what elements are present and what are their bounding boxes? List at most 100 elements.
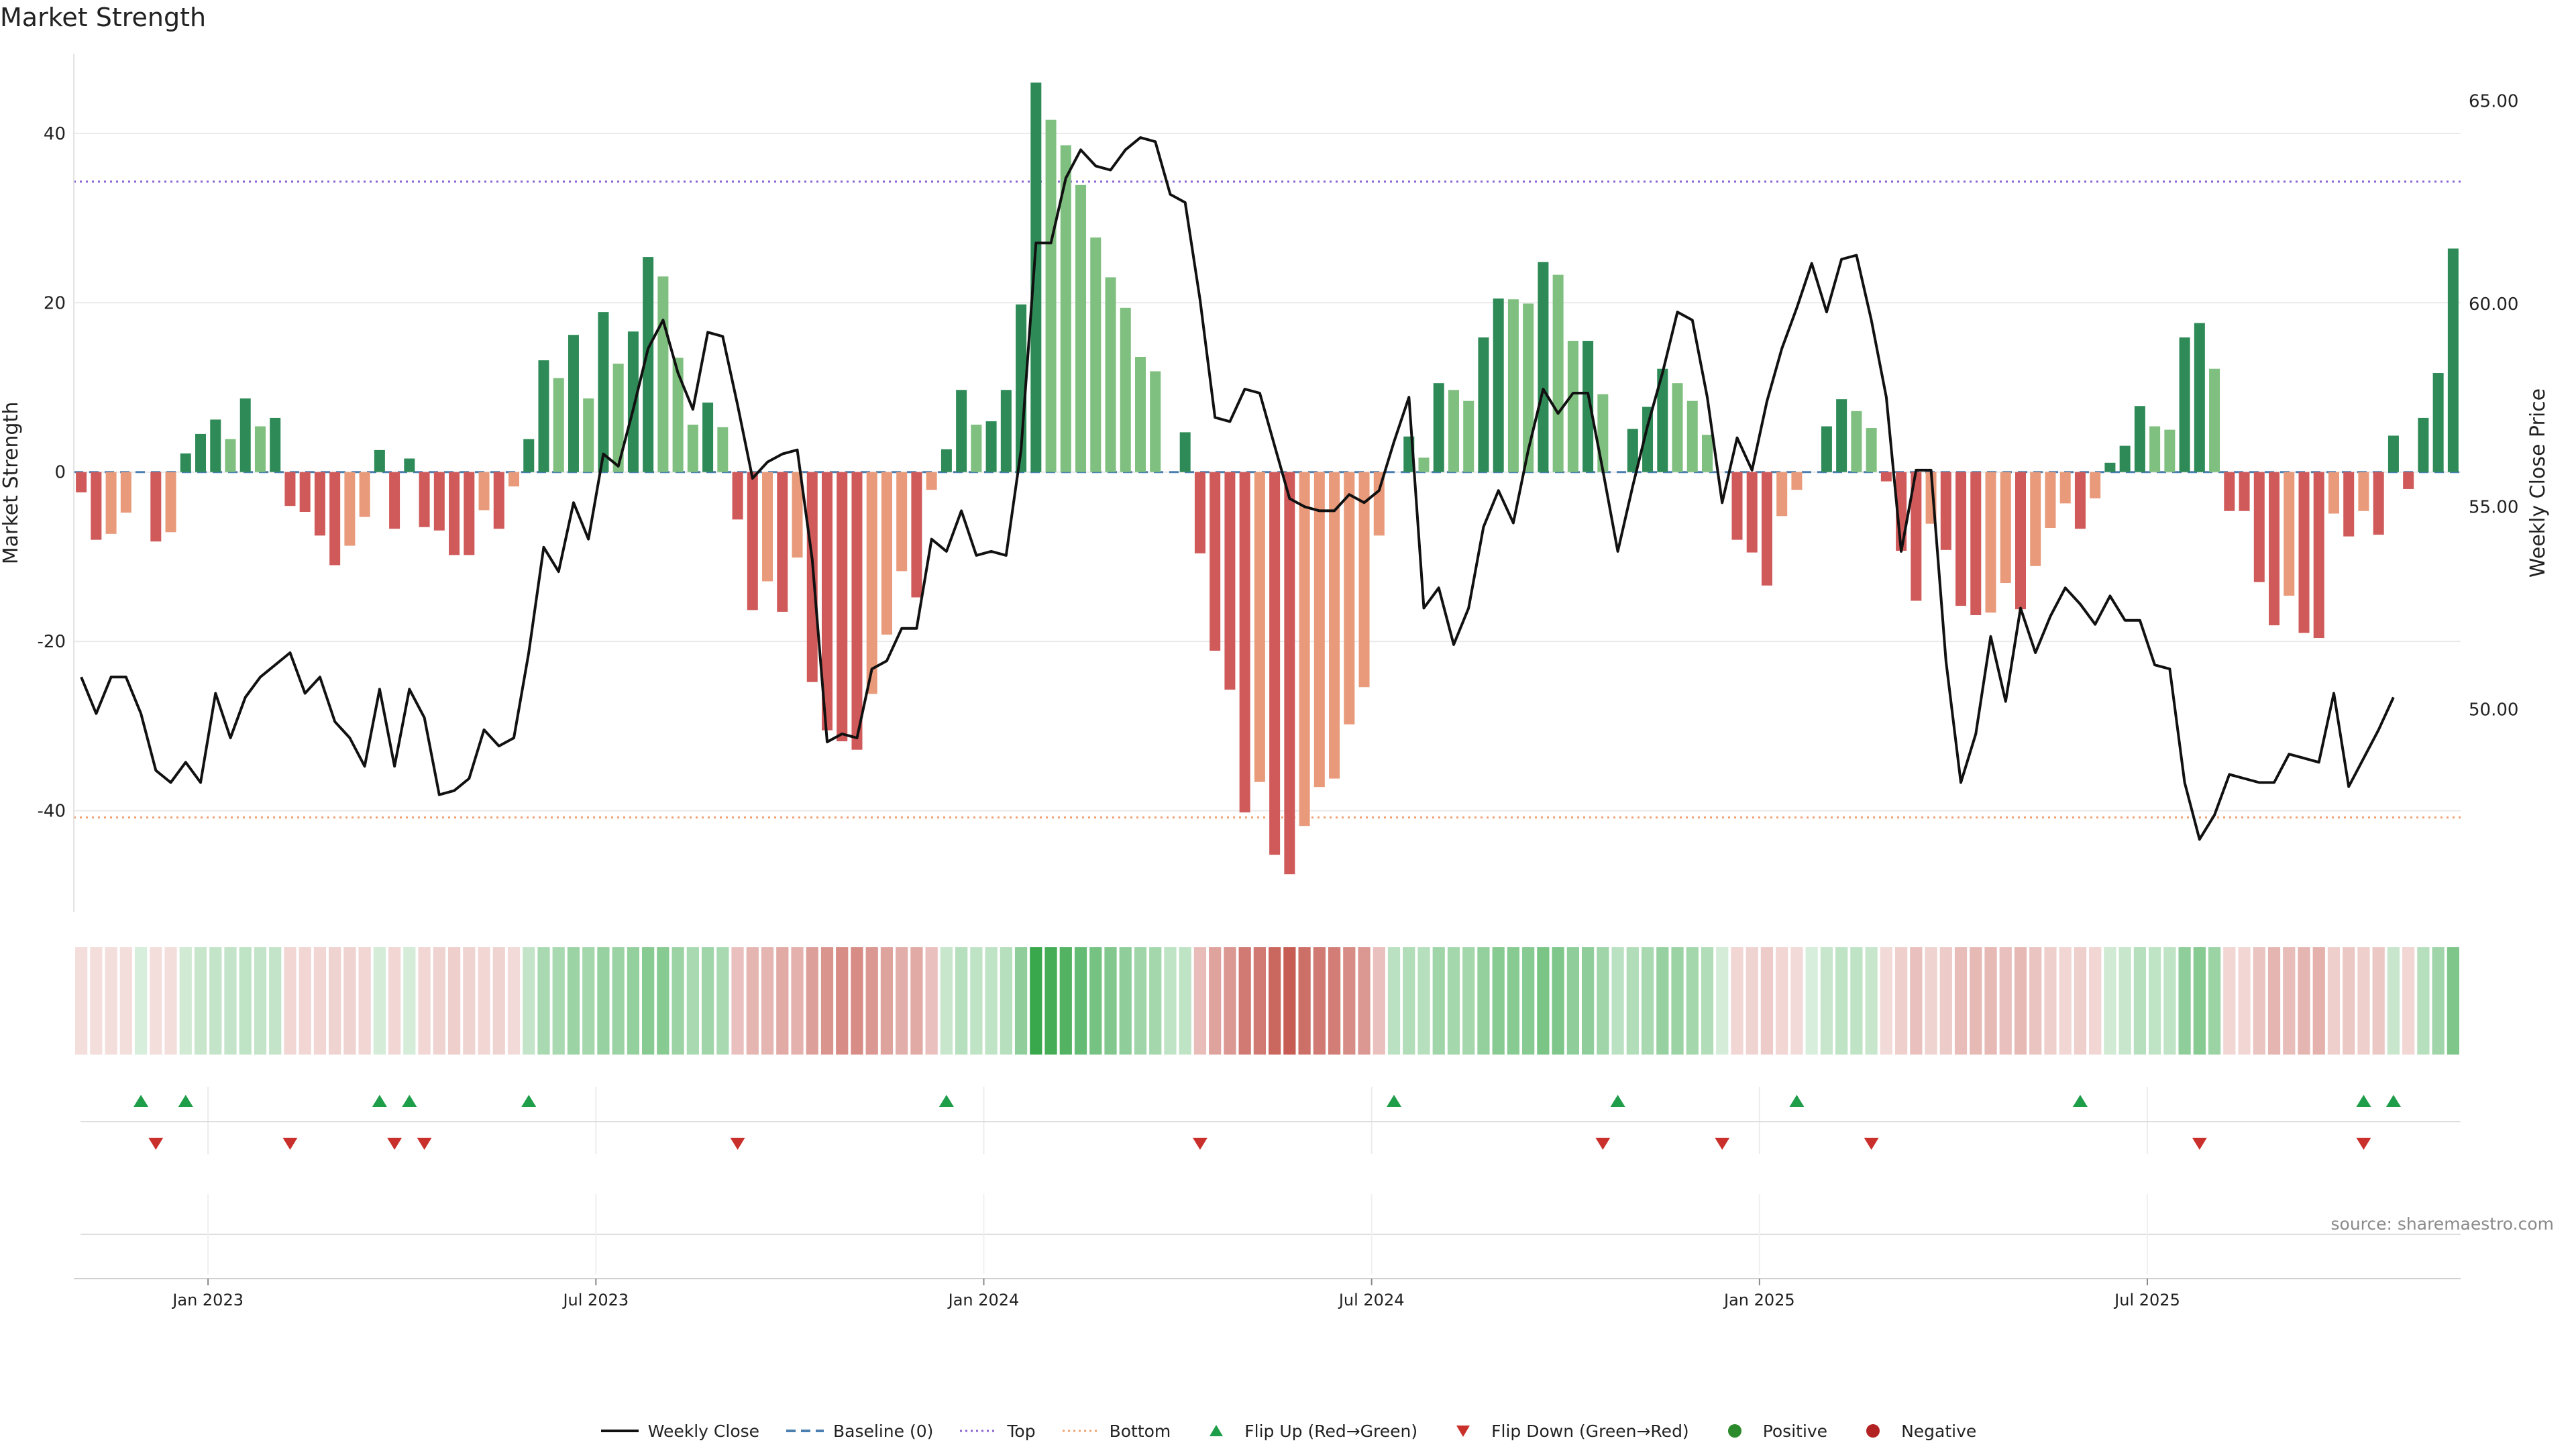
- heat-strip-cell: [1566, 947, 1579, 1055]
- x-tick-label: Jul 2025: [2113, 1291, 2180, 1309]
- strength-bar: [1329, 472, 1340, 779]
- strength-bar: [598, 312, 609, 472]
- strength-bar: [2149, 426, 2161, 472]
- legend-circle-icon: [1727, 1424, 1741, 1438]
- strength-bar: [76, 472, 87, 492]
- strength-bar: [1761, 472, 1772, 586]
- strength-bar: [299, 472, 311, 513]
- strength-bar: [956, 390, 967, 472]
- flip-down-marker: [148, 1138, 164, 1150]
- heat-strip-cell: [2327, 947, 2341, 1055]
- heat-strip-cell: [1253, 947, 1266, 1055]
- strength-bar: [1000, 390, 1012, 472]
- heat-strip-cell: [2059, 947, 2072, 1055]
- strength-bar: [851, 472, 863, 750]
- legend-item: Bottom: [1061, 1421, 1171, 1441]
- flip-up-marker: [133, 1095, 149, 1107]
- strength-bar: [210, 419, 221, 472]
- strength-bar: [389, 472, 400, 529]
- heat-strip-cell: [1641, 947, 1654, 1055]
- heat-strip-cell: [2074, 947, 2087, 1055]
- heat-strip-cell: [776, 947, 789, 1055]
- strength-bar: [1746, 472, 1758, 553]
- heat-strip-cell: [1999, 947, 2012, 1055]
- heat-strip-cell: [1537, 947, 1550, 1055]
- heat-strip-cell: [910, 947, 923, 1055]
- strength-bar: [2209, 368, 2220, 472]
- heat-strip-cell: [1104, 947, 1117, 1055]
- heat-strip-cell: [2402, 947, 2415, 1055]
- heat-strip-cell: [2447, 947, 2459, 1055]
- heat-strip-cell: [627, 947, 640, 1055]
- strength-bar: [1507, 299, 1519, 472]
- strength-bar: [1105, 277, 1116, 472]
- strength-bar: [91, 472, 102, 540]
- legend-item: Baseline (0): [785, 1421, 933, 1441]
- strength-bar: [896, 472, 908, 572]
- heat-strip-cell: [1074, 947, 1087, 1055]
- strength-bar: [1060, 145, 1071, 472]
- heat-strip-cell: [1134, 947, 1147, 1055]
- heat-strip-cell: [2283, 947, 2296, 1055]
- strength-bar: [568, 335, 579, 472]
- heat-strip-cell: [343, 947, 356, 1055]
- heat-strip-cell: [194, 947, 207, 1055]
- heat-strip-cell: [1790, 947, 1803, 1055]
- heat-strip-cell: [642, 947, 655, 1055]
- heat-strip-cell: [880, 947, 894, 1055]
- strength-bar: [553, 378, 564, 472]
- heat-strip-cell: [2118, 947, 2131, 1055]
- heat-strip-cell: [507, 947, 521, 1055]
- heat-strip-cell: [1597, 947, 1609, 1055]
- heat-strip-cell: [209, 947, 222, 1055]
- heat-strip-cell: [1984, 947, 1997, 1055]
- heat-strip-cell: [463, 947, 476, 1055]
- strength-bar: [2269, 472, 2280, 626]
- strength-bar: [2030, 472, 2041, 566]
- heat-strip-cell: [672, 947, 684, 1055]
- heat-strip-cell: [2133, 947, 2147, 1055]
- strength-bar: [777, 472, 788, 612]
- heat-strip-cell: [119, 947, 132, 1055]
- heat-strip-cell: [1462, 947, 1475, 1055]
- weekly-close-line: [80, 136, 2395, 841]
- legend-item: Flip Down (Green→Red): [1443, 1421, 1689, 1441]
- heat-strip-cell: [970, 947, 983, 1055]
- heat-strip-cell: [2432, 947, 2445, 1055]
- heat-strip-cell: [2163, 947, 2176, 1055]
- heat-strip-cell: [1656, 947, 1669, 1055]
- y-tick-label: 20: [44, 293, 66, 313]
- strength-bar: [538, 360, 549, 472]
- strength-bar: [2239, 472, 2250, 511]
- strength-bar: [1642, 407, 1654, 472]
- heat-strip-cell: [478, 947, 490, 1055]
- heat-strip-cell: [1925, 947, 1937, 1055]
- strength-bar: [359, 472, 370, 517]
- heat-strip-cell: [2044, 947, 2057, 1055]
- flip-markers-panel: [80, 1087, 2461, 1275]
- strength-bar: [1045, 119, 1057, 472]
- strength-bar: [1836, 399, 1847, 472]
- heat-strip-cell: [851, 947, 863, 1055]
- heat-strip-cell: [1209, 947, 1222, 1055]
- strength-bar: [2059, 472, 2071, 504]
- heat-strip-cell: [701, 947, 714, 1055]
- strength-bar: [1731, 472, 1743, 540]
- strength-bar: [1134, 357, 1146, 472]
- strength-bar: [657, 276, 669, 472]
- strength-bar: [1313, 472, 1325, 788]
- strength-bar: [1970, 472, 1982, 615]
- strength-bar: [1433, 383, 1444, 472]
- heat-strip-cell: [896, 947, 908, 1055]
- heat-strip-cell: [1880, 947, 1892, 1055]
- heat-strip-cell: [1059, 947, 1072, 1055]
- strength-bar: [762, 472, 773, 582]
- strength-bar: [2194, 323, 2205, 472]
- strength-bar: [180, 453, 191, 472]
- strength-bar: [643, 257, 654, 472]
- heat-strip-cell: [254, 947, 267, 1055]
- strength-bar: [971, 425, 982, 472]
- heat-strip-cell: [269, 947, 282, 1055]
- heat-strip-cell: [612, 947, 625, 1055]
- heat-strip-cell: [1581, 947, 1595, 1055]
